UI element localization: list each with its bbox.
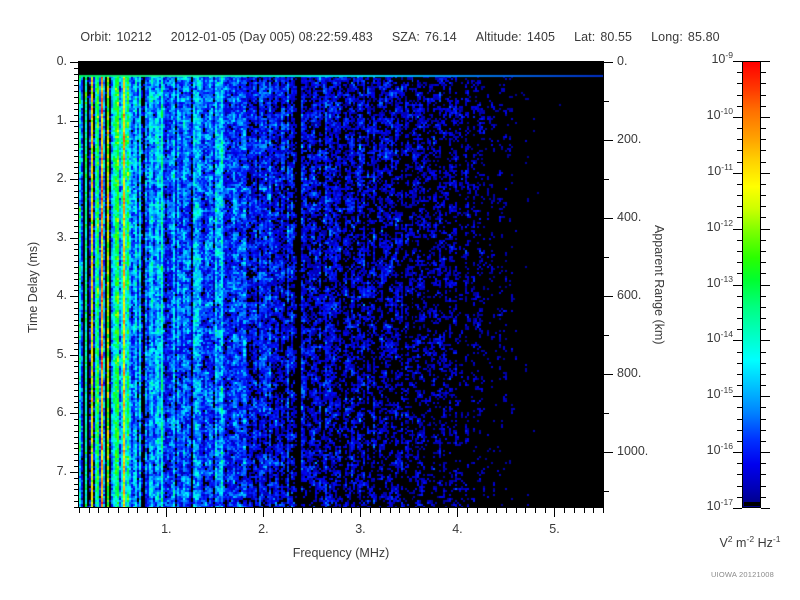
colorbar-unit-exponent: 2 — [727, 533, 733, 544]
y-axis-right-ticklabel: 200. — [617, 132, 642, 147]
header-value-altitude: 1405 — [526, 30, 556, 44]
colorbar-ticklabel-mantissa: 10 — [706, 387, 721, 402]
x-axis-title: Frequency (MHz) — [292, 546, 390, 560]
spectrogram-image — [79, 62, 603, 507]
y-axis-right-title: Apparent Range (km) — [652, 224, 666, 345]
colorbar-ticklabel-exponent: -11 — [721, 161, 733, 172]
colorbar-gradient — [742, 61, 761, 508]
colorbar-unit-base: Hz — [757, 536, 773, 550]
header-label-lat: Lat: — [574, 30, 596, 44]
colorbar-ticklabel-exponent: -16 — [720, 440, 733, 451]
y-axis-right-ticklabel: 600. — [617, 288, 642, 303]
y-axis-left-ticklabel: 0. — [56, 54, 67, 68]
colorbar-ticklabel: 10-11 — [680, 161, 733, 178]
colorbar-ticklabel: 10-17 — [680, 496, 733, 513]
header-info-line: Orbit: 10212 2012-01-05 (Day 005) 08:22:5… — [0, 30, 800, 48]
y-axis-right-ticklabel: 400. — [617, 210, 642, 225]
y-axis-left-title: Time Delay (ms) — [26, 241, 40, 333]
x-axis-ticklabel: 3. — [355, 522, 366, 536]
colorbar-ticklabel: 10-12 — [680, 217, 733, 234]
header-field-lat: Lat: 80.55 — [574, 30, 632, 44]
header-value-long: 85.80 — [687, 30, 720, 44]
header-label-sza: SZA: — [391, 30, 420, 44]
colorbar-ticklabel: 10-14 — [680, 329, 733, 346]
colorbar-ticklabel-exponent: -15 — [720, 385, 733, 396]
colorbar-ticklabel: 10-15 — [680, 385, 733, 402]
y-axis-right-ticklabel: 0. — [617, 54, 628, 68]
colorbar-underflow-swatch — [744, 502, 761, 506]
y-axis-right-ticklabel: 800. — [617, 366, 642, 381]
footer-credit: UIOWA 20121008 — [711, 570, 774, 579]
colorbar-ticklabel-mantissa: 10 — [706, 107, 721, 122]
x-axis-ticklabel: 4. — [452, 522, 463, 536]
colorbar-ticklabel: 10-10 — [680, 105, 733, 122]
header-field-altitude: Altitude: 1405 — [476, 30, 555, 44]
header-label-long: Long: — [651, 30, 683, 44]
colorbar-ticklabel: 10-16 — [680, 440, 733, 458]
header-field-orbit: Orbit: 10212 — [80, 30, 151, 44]
colorbar-ticklabel-mantissa: 10 — [711, 52, 726, 66]
y-axis-left-ticklabel: 7. — [56, 463, 67, 478]
colorbar-ticklabel-mantissa: 10 — [706, 219, 721, 234]
colorbar-unit-exponent: -2 — [746, 533, 755, 544]
colorbar-unit-base: V — [719, 536, 728, 550]
colorbar-ticklabel-exponent: -10 — [720, 105, 733, 116]
colorbar-ticklabel-mantissa: 10 — [707, 163, 722, 178]
header-value-lat: 80.55 — [600, 30, 633, 44]
y-axis-left-ticklabel: 4. — [56, 288, 67, 303]
colorbar-ticklabel-mantissa: 10 — [706, 443, 721, 458]
header-value-sza: 76.14 — [425, 30, 457, 44]
header-label-orbit: Orbit: — [80, 30, 112, 44]
colorbar-ticklabel-exponent: -13 — [720, 273, 733, 284]
x-axis-ticklabel: 1. — [161, 522, 172, 536]
colorbar-ticklabel: 10-9 — [680, 49, 733, 66]
colorbar-ticklabel-exponent: -12 — [720, 217, 733, 228]
y-axis-left-ticklabel: 3. — [56, 229, 67, 244]
colorbar-ticklabel-exponent: -14 — [720, 329, 733, 340]
header-label-altitude: Altitude: — [475, 30, 522, 44]
header-value-datetime: 2012-01-05 (Day 005) 08:22:59.483 — [170, 30, 373, 44]
colorbar-unit-base: m — [736, 536, 747, 550]
colorbar-ticklabel-mantissa: 10 — [706, 331, 721, 346]
colorbar-unit-label: V2 m-2 Hz-1 — [700, 533, 800, 550]
y-axis-left-ticklabel: 5. — [56, 346, 67, 361]
y-axis-left-ticklabel: 1. — [56, 112, 67, 127]
colorbar-ticklabel-exponent: -9 — [725, 49, 733, 60]
header-value-orbit: 10212 — [116, 30, 152, 44]
header-field-datetime: 2012-01-05 (Day 005) 08:22:59.483 — [171, 30, 373, 44]
y-axis-left-ticklabel: 2. — [56, 171, 67, 186]
header-field-long: Long: 85.80 — [651, 30, 720, 44]
colorbar — [742, 61, 761, 508]
colorbar-ticklabel-exponent: -17 — [720, 496, 733, 507]
y-axis-left-ticklabel: 6. — [56, 405, 67, 420]
colorbar-ticklabel: 10-13 — [680, 273, 733, 290]
x-axis-ticklabel: 5. — [549, 522, 560, 536]
x-axis-ticklabel: 2. — [258, 522, 269, 536]
colorbar-ticklabel-mantissa: 10 — [706, 499, 721, 513]
spectrogram-plot-area — [78, 61, 604, 508]
colorbar-unit-exponent: -1 — [772, 533, 781, 544]
header-field-sza: SZA: 76.14 — [392, 30, 457, 44]
y-axis-right-ticklabel: 1000. — [617, 444, 649, 459]
colorbar-ticklabel-mantissa: 10 — [706, 275, 721, 290]
